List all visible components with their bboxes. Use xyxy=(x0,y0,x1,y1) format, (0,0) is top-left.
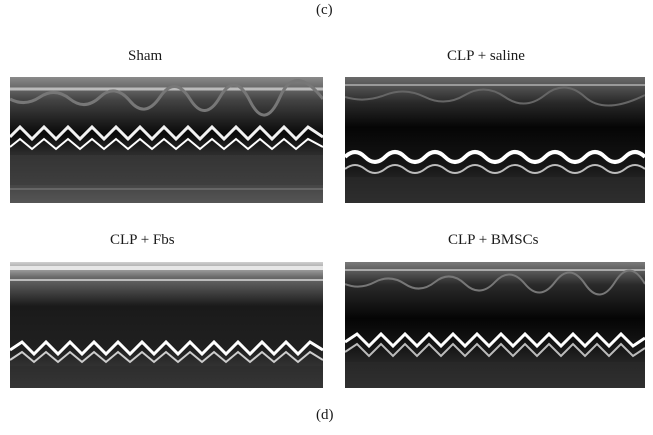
echo-image-clp-fbs xyxy=(10,262,323,388)
echo-image-sham xyxy=(10,77,323,203)
panel-title-clp-bmscs: CLP + BMSCs xyxy=(448,232,539,248)
echo-image-clp-saline xyxy=(345,77,645,203)
echo-image-clp-bmscs xyxy=(345,262,645,388)
panel-title-clp-fbs: CLP + Fbs xyxy=(110,232,175,248)
caption-d: (d) xyxy=(316,407,334,423)
caption-c: (c) xyxy=(316,2,333,18)
panel-title-clp-saline: CLP + saline xyxy=(447,48,525,64)
panel-title-sham: Sham xyxy=(128,48,163,64)
